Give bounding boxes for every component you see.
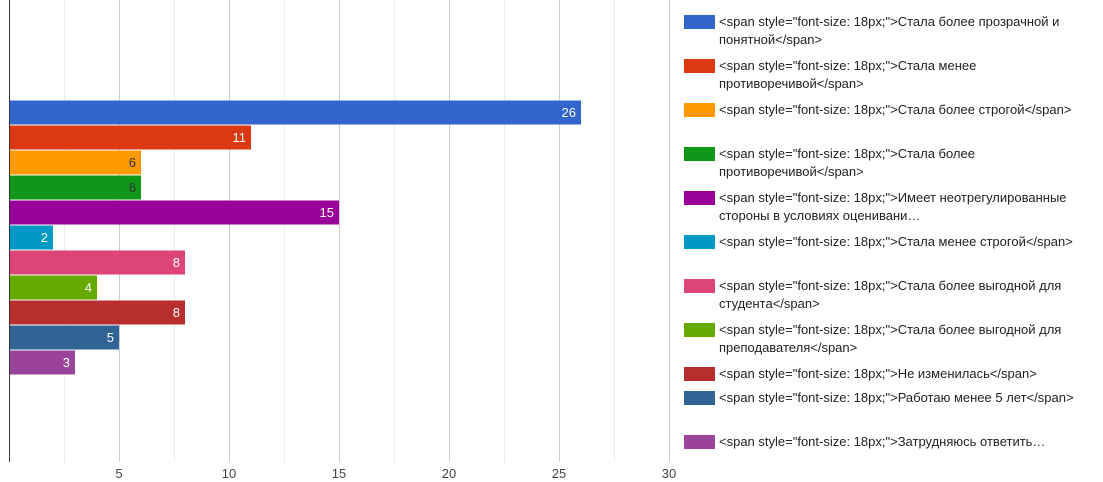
x-axis-ticks: 5 10 15 20 25 30 (115, 466, 676, 481)
bar (9, 275, 97, 300)
legend-swatch (684, 103, 715, 117)
grid-lines (64, 0, 670, 462)
legend-label: <span style="font-size: 18px;">Стала бол… (719, 14, 1060, 47)
bar-value-label: 15 (320, 205, 334, 220)
bar (9, 225, 53, 250)
x-tick-label: 5 (115, 466, 122, 481)
x-tick-label: 30 (662, 466, 676, 481)
legend-label: <span style="font-size: 18px;">Имеет нео… (719, 190, 1067, 223)
bar (9, 250, 185, 275)
bar-value-label: 8 (173, 305, 180, 320)
legend-swatch (684, 59, 715, 73)
x-tick-label: 15 (332, 466, 346, 481)
bars (9, 100, 581, 375)
bar-value-label: 8 (173, 255, 180, 270)
legend-swatch (684, 15, 715, 29)
legend-swatch (684, 435, 715, 449)
bar-value-label: 6 (129, 180, 136, 195)
bar-value-label: 3 (63, 355, 70, 370)
bar-value-label: 26 (562, 105, 576, 120)
bar (9, 325, 119, 350)
legend-label: <span style="font-size: 18px;">Стала мен… (719, 58, 977, 91)
legend-label: <span style="font-size: 18px;">Затрудняю… (719, 434, 1046, 449)
legend-label: <span style="font-size: 18px;">Стала мен… (719, 234, 1073, 249)
x-tick-label: 25 (552, 466, 566, 481)
bar (9, 175, 141, 200)
bar-value-label: 5 (107, 330, 114, 345)
legend-label: <span style="font-size: 18px;">Не измени… (719, 366, 1037, 381)
bar (9, 150, 141, 175)
bar (9, 100, 581, 125)
bar (9, 300, 185, 325)
legend-label: <span style="font-size: 18px;">Стала бол… (719, 278, 1062, 311)
bar-value-label: 2 (41, 230, 48, 245)
bar-value-label: 11 (233, 130, 247, 145)
bar (9, 350, 75, 375)
x-tick-label: 20 (442, 466, 456, 481)
bar-chart: 26 11 6 6 15 2 8 4 8 5 3 5 10 15 20 25 30 (9, 0, 676, 481)
legend-swatch (684, 147, 715, 161)
legend-swatch (684, 367, 715, 381)
legend-label: <span style="font-size: 18px;">Стала бол… (719, 146, 975, 179)
x-tick-label: 10 (222, 466, 236, 481)
legend-label: <span style="font-size: 18px;">Стала бол… (719, 102, 1072, 117)
bar-labels: 26 11 6 6 15 2 8 4 8 5 3 (41, 105, 576, 370)
legend-swatch (684, 323, 715, 337)
bar-value-label: 6 (129, 155, 136, 170)
bar (9, 125, 251, 150)
legend-swatch (684, 191, 715, 205)
bar (9, 200, 339, 225)
legend-label: <span style="font-size: 18px;">Стала бол… (719, 322, 1062, 355)
bar-value-label: 4 (85, 280, 92, 295)
legend-swatch (684, 391, 715, 405)
legend-label: <span style="font-size: 18px;">Работаю м… (719, 390, 1074, 405)
legend-swatch (684, 235, 715, 249)
legend-swatch (684, 279, 715, 293)
